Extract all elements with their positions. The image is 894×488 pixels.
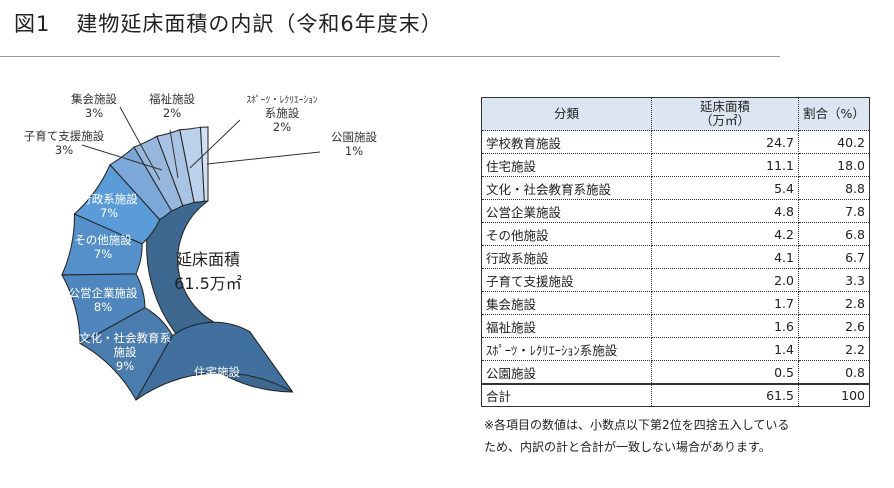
slice-label: 文化・社会教育系 <box>79 331 171 345</box>
cell-area: 11.1 <box>651 153 799 177</box>
cell-ratio: 7.8 <box>798 199 870 223</box>
cell-area: 4.2 <box>651 222 799 246</box>
cell-area: 5.4 <box>651 176 799 200</box>
donut-slice <box>135 321 294 401</box>
leader-line <box>81 144 163 171</box>
figure-title: 図1 建物延床面積の内訳（令和6年度末） <box>14 8 443 38</box>
table-header-row: 分類 延床面積 （万㎡） 割合（%） <box>481 97 870 131</box>
title-rule <box>0 56 780 57</box>
cell-ratio: 2.6 <box>798 314 870 338</box>
cell-area: 1.7 <box>651 291 799 315</box>
footnote: ※各項目の数値は、小数点以下第2位を四捨五入している ため、内訳の計と合計が一致… <box>484 414 789 458</box>
cell-ratio: 6.7 <box>798 245 870 269</box>
total-label: 合計 <box>481 383 652 407</box>
center-label: 延床面積 <box>176 250 240 269</box>
slice-label: 施設 <box>114 345 137 359</box>
table-row: 住宅施設 11.1 18.0 <box>481 153 870 177</box>
slice-label: 3% <box>85 106 103 120</box>
cell-category: 文化・社会教育系施設 <box>481 176 652 200</box>
center-value: 61.5万㎡ <box>174 274 242 293</box>
slice-label: 40% <box>299 237 325 251</box>
leader-line <box>206 151 321 165</box>
slice-label: 18% <box>204 379 230 393</box>
table-row: 子育て支援施設 2.0 3.3 <box>481 268 870 292</box>
cell-ratio: 8.8 <box>798 176 870 200</box>
cell-category: その他施設 <box>481 222 652 246</box>
data-table: 分類 延床面積 （万㎡） 割合（%） 学校教育施設 24.7 40.2 住宅施設 11.… <box>481 97 870 407</box>
slice-label: 系施設 <box>265 106 300 120</box>
slice-label: その他施設 <box>74 233 132 247</box>
table-row: 公園施設 0.5 0.8 <box>481 360 870 385</box>
total-ratio: 100 <box>798 383 870 407</box>
table-row: 文化・社会教育系施設 5.4 8.8 <box>481 176 870 200</box>
figure-title-text: 建物延床面積の内訳（令和6年度末） <box>76 12 443 36</box>
slice-label: 9% <box>116 359 134 373</box>
slice-label: ｽﾎﾟｰﾂ・ﾚｸﾘｴｰｼｮﾝ <box>246 95 318 106</box>
cell-category: 住宅施設 <box>481 153 652 177</box>
slice-label: 2% <box>163 106 181 120</box>
donut-slice <box>200 126 209 202</box>
table-row: その他施設 4.2 6.8 <box>481 222 870 246</box>
slice-label: 子育て支援施設 <box>24 129 105 143</box>
slice-label: 公園施設 <box>331 130 377 144</box>
table-row: 福祉施設 1.6 2.6 <box>481 314 870 338</box>
cell-ratio: 2.8 <box>798 291 870 315</box>
table-row: 学校教育施設 24.7 40.2 <box>481 130 870 154</box>
cell-ratio: 3.3 <box>798 268 870 292</box>
slice-label: 2% <box>273 120 291 134</box>
slice-label: 集会施設 <box>71 92 117 106</box>
header-area: 延床面積 （万㎡） <box>651 97 799 131</box>
figure-number: 図1 <box>14 12 51 36</box>
cell-ratio: 40.2 <box>798 130 870 154</box>
cell-category: 公園施設 <box>481 360 652 385</box>
slice-label: 7% <box>94 247 112 261</box>
slice-label: 1% <box>345 144 363 158</box>
cell-category: 学校教育施設 <box>481 130 652 154</box>
cell-area: 24.7 <box>651 130 799 154</box>
table-row: 集会施設 1.7 2.8 <box>481 291 870 315</box>
slice-label: 3% <box>55 143 73 157</box>
cell-ratio: 18.0 <box>798 153 870 177</box>
table-row: ｽﾎﾟｰﾂ・ﾚｸﾘｴｰｼｮﾝ系施設 1.4 2.2 <box>481 337 870 361</box>
leader-line <box>169 129 179 179</box>
slice-label: 7% <box>100 206 118 220</box>
cell-ratio: 6.8 <box>798 222 870 246</box>
cell-area: 2.0 <box>651 268 799 292</box>
cell-category: 子育て支援施設 <box>481 268 652 292</box>
cell-area: 1.6 <box>651 314 799 338</box>
slice-label: 公営企業施設 <box>69 286 138 300</box>
slice-label: 福祉施設 <box>149 92 195 106</box>
slice-label: 住宅施設 <box>194 365 240 379</box>
cell-ratio: 2.2 <box>798 337 870 361</box>
footnote-line: ため、内訳の計と合計が一致しない場合があります。 <box>484 440 771 454</box>
total-area: 61.5 <box>651 383 799 407</box>
slice-label: 8% <box>94 300 112 314</box>
header-category: 分類 <box>481 97 652 131</box>
cell-area: 4.8 <box>651 199 799 223</box>
cell-area: 1.4 <box>651 337 799 361</box>
header-ratio: 割合（%） <box>798 97 870 131</box>
cell-category: 公営企業施設 <box>481 199 652 223</box>
cell-category: ｽﾎﾟｰﾂ・ﾚｸﾘｴｰｼｮﾝ系施設 <box>481 337 652 361</box>
cell-area: 0.5 <box>651 360 799 385</box>
cell-category: 行政系施設 <box>481 245 652 269</box>
cell-ratio: 0.8 <box>798 360 870 385</box>
table-row: 公営企業施設 4.8 7.8 <box>481 199 870 223</box>
slice-label: 行政系施設 <box>80 192 138 206</box>
slice-label: 学校教育施設 <box>278 223 347 237</box>
footnote-line: ※各項目の数値は、小数点以下第2位を四捨五入している <box>484 418 790 432</box>
leader-line <box>189 119 241 169</box>
table-row: 行政系施設 4.1 6.7 <box>481 245 870 269</box>
leader-line <box>119 106 161 181</box>
cell-area: 4.1 <box>651 245 799 269</box>
cell-category: 集会施設 <box>481 291 652 315</box>
table-total-row: 合計 61.5 100 <box>481 383 870 407</box>
cell-category: 福祉施設 <box>481 314 652 338</box>
